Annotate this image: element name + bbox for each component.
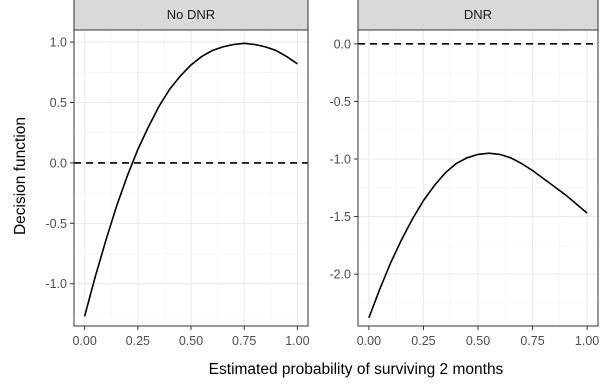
x-tick-label: 0.25 xyxy=(411,334,435,348)
x-tick-label: 0.50 xyxy=(466,334,490,348)
y-tick-label: -0.5 xyxy=(45,217,67,231)
facet-strip xyxy=(73,0,309,31)
y-tick-label: 0.0 xyxy=(334,37,351,51)
decision-curve xyxy=(83,42,298,317)
y-tick-label: 1.0 xyxy=(50,36,67,50)
y-tick-label: -1.5 xyxy=(329,210,351,224)
facet-strip-label: DNR xyxy=(464,7,492,22)
x-tick-label: 0.25 xyxy=(126,334,150,348)
facet-strip-label: No DNR xyxy=(167,7,215,22)
y-tick-label: -2.0 xyxy=(329,268,351,282)
y-tick-label: -1.0 xyxy=(329,152,351,166)
facet-panel-dnr: DNR -2.0 -1.5 -1.0 -0.5 0.0 0.00 0.25 0.50 0.75 1.… xyxy=(329,0,599,348)
x-tick-label: 0.75 xyxy=(232,334,256,348)
x-tick-label: 0.00 xyxy=(357,334,381,348)
x-tick-label: 0.00 xyxy=(72,334,96,348)
y-tick-label: -1.0 xyxy=(45,277,67,291)
x-tick-label: 0.75 xyxy=(520,334,544,348)
facet-panels: No DNR -1.0 -0.5 0.0 0.5 1.0 0.00 0.25 0.50 0.75 1… xyxy=(45,0,599,348)
facet-panel-no-dnr: No DNR -1.0 -0.5 0.0 0.5 1.0 0.00 0.25 0.50 0.75 1… xyxy=(45,0,310,348)
x-tick-label: 0.50 xyxy=(179,334,203,348)
y-axis-title: Decision function xyxy=(12,117,29,235)
decision-curve xyxy=(368,152,588,319)
x-tick-label: 1.00 xyxy=(285,334,309,348)
y-tick-label: 0.0 xyxy=(50,156,67,170)
y-tick-label: 0.5 xyxy=(50,96,67,110)
facet-strip xyxy=(357,0,599,31)
x-tick-label: 1.00 xyxy=(575,334,599,348)
y-tick-label: -0.5 xyxy=(329,95,351,109)
x-axis-title: Estimated probability of surviving 2 mon… xyxy=(209,361,504,378)
